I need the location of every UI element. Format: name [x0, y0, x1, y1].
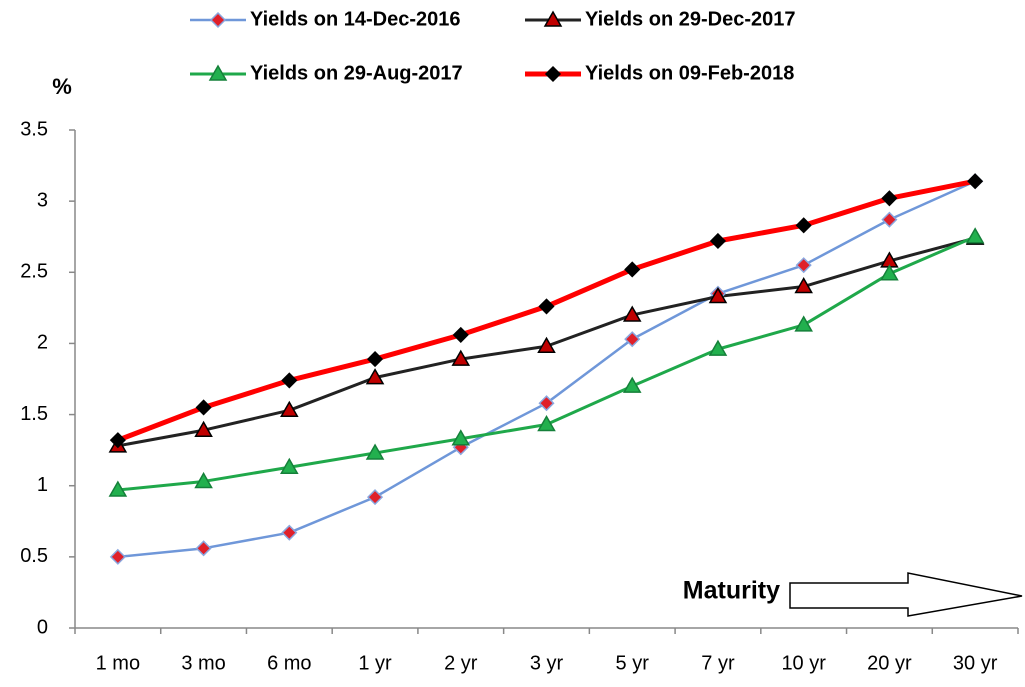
- x-tick-label: 1 yr: [358, 652, 392, 674]
- marker: [538, 395, 555, 412]
- marker: [451, 349, 471, 366]
- annotation: Maturity: [683, 577, 780, 605]
- y-tick-label: 2: [37, 332, 48, 354]
- maturity-arrow: [789, 572, 1023, 617]
- marker: [209, 11, 227, 29]
- legend-label: Yields on 29-Dec-2017: [585, 8, 795, 30]
- y-tick-label: 0: [37, 616, 48, 638]
- marker: [880, 264, 899, 281]
- marker: [366, 351, 384, 368]
- x-tick-label: 6 mo: [267, 652, 311, 674]
- marker: [280, 457, 299, 474]
- marker: [795, 257, 812, 274]
- marker: [281, 372, 298, 389]
- x-tick-label: 3 yr: [530, 652, 564, 674]
- marker: [965, 227, 985, 244]
- marker: [451, 429, 471, 446]
- marker: [544, 65, 562, 83]
- marker: [194, 420, 213, 437]
- y-tick-label: 2.5: [20, 261, 48, 283]
- x-tick-label: 3 mo: [181, 652, 225, 674]
- marker: [109, 548, 126, 565]
- marker: [708, 339, 728, 356]
- marker: [967, 173, 984, 190]
- marker: [537, 415, 556, 432]
- legend-label: Yields on 09-Feb-2018: [585, 62, 794, 84]
- marker: [109, 432, 126, 449]
- x-tick-label: 7 yr: [701, 652, 735, 674]
- y-tick-label: 1: [37, 474, 48, 496]
- marker: [624, 331, 641, 348]
- marker: [543, 10, 563, 27]
- x-tick-label: 10 yr: [781, 652, 826, 674]
- marker: [452, 326, 469, 343]
- x-tick-label: 1 mo: [96, 652, 140, 674]
- y-tick-label: 3.5: [20, 118, 48, 140]
- marker: [622, 305, 642, 322]
- marker: [365, 443, 385, 460]
- y-axis-label: %: [52, 74, 72, 99]
- marker: [622, 376, 642, 393]
- marker: [538, 298, 555, 315]
- legend-label: Yields on 29-Aug-2017: [250, 62, 463, 84]
- marker: [281, 524, 298, 541]
- marker: [366, 489, 384, 506]
- x-tick-label: 30 yr: [953, 652, 998, 674]
- y-tick-label: 1.5: [20, 403, 48, 425]
- marker: [708, 286, 728, 304]
- x-tick-label: 5 yr: [616, 652, 650, 674]
- marker: [195, 399, 212, 416]
- marker: [280, 400, 299, 418]
- x-tick-label: 20 yr: [867, 652, 912, 674]
- y-tick-label: 3: [37, 189, 48, 211]
- marker: [881, 190, 898, 207]
- marker: [709, 232, 727, 250]
- marker: [194, 471, 213, 489]
- y-tick-label: 0.5: [20, 545, 48, 567]
- marker: [881, 211, 898, 228]
- marker: [794, 277, 813, 294]
- marker: [794, 315, 813, 332]
- marker: [624, 261, 641, 278]
- legend-label: Yields on 14-Dec-2016: [250, 8, 460, 30]
- marker: [208, 64, 228, 81]
- marker: [795, 217, 812, 234]
- marker: [195, 540, 212, 557]
- x-tick-label: 2 yr: [444, 652, 478, 674]
- marker: [365, 368, 385, 385]
- marker: [108, 480, 128, 497]
- marker: [537, 336, 556, 354]
